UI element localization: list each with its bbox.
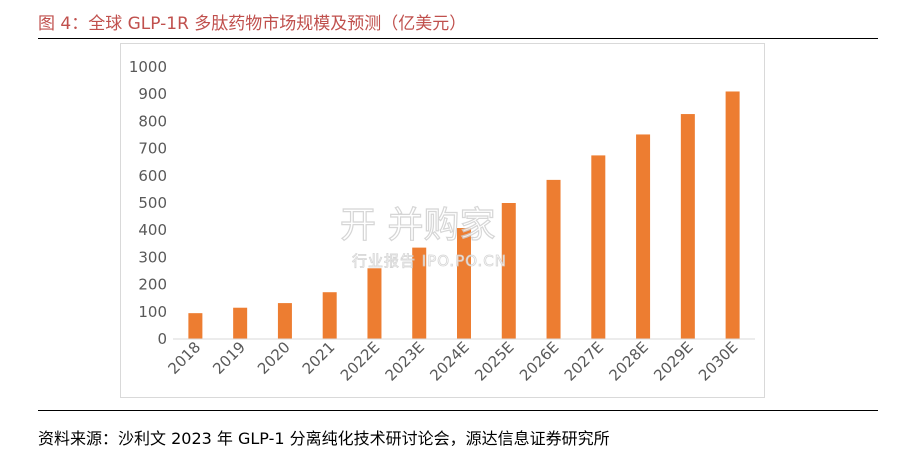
x-tick-label: 2018 <box>164 338 204 378</box>
y-tick-label: 1000 <box>129 58 167 76</box>
bar-2019 <box>233 307 248 339</box>
bar-2023E <box>412 247 427 339</box>
source-note: 资料来源：沙利文 2023 年 GLP-1 分离纯化技术研讨论会，源达信息证券研… <box>38 429 610 448</box>
figure-title: 图 4：全球 GLP-1R 多肽药物市场规模及预测（亿美元） <box>38 14 467 34</box>
x-tick-label: 2019 <box>209 338 249 378</box>
y-tick-label: 800 <box>138 112 167 130</box>
bar-2030E <box>725 91 740 339</box>
bar-2028E <box>636 134 651 339</box>
bar-2024E <box>457 228 471 339</box>
x-tick-label: 2023E <box>382 338 428 384</box>
x-tick-label: 2020 <box>254 338 294 378</box>
bar-2027E <box>591 155 606 339</box>
y-axis-ticks: 0 100 200 300 400 500 600 700 800 900 1000 <box>129 58 167 348</box>
x-tick-label: 2022E <box>337 338 383 384</box>
y-tick-label: 200 <box>138 276 167 294</box>
watermark-main: 开 并购家 <box>340 205 495 246</box>
bar-2026E <box>546 179 561 339</box>
bars <box>188 91 740 339</box>
y-tick-label: 400 <box>138 221 167 239</box>
bar-2018 <box>188 313 203 339</box>
bar-2020 <box>277 303 292 339</box>
bar-2022E <box>367 268 382 339</box>
x-tick-label: 2029E <box>650 338 696 384</box>
x-tick-label: 2021 <box>299 338 339 378</box>
bar-2021 <box>322 292 337 339</box>
y-tick-label: 700 <box>138 140 167 158</box>
y-tick-label: 600 <box>138 167 167 185</box>
x-tick-label: 2028E <box>605 338 651 384</box>
bottom-rule <box>38 410 878 411</box>
y-tick-label: 300 <box>138 248 167 266</box>
x-tick-label: 2024E <box>426 338 472 384</box>
watermark-sub: 行业报告 IPO.PO.CN <box>352 252 507 270</box>
y-tick-label: 100 <box>138 303 167 321</box>
bar-2029E <box>680 114 695 339</box>
y-tick-label: 0 <box>157 330 167 348</box>
x-tick-label: 2025E <box>471 338 517 384</box>
bar-2025E <box>501 203 516 339</box>
top-rule <box>38 38 878 39</box>
x-tick-label: 2027E <box>561 338 607 384</box>
watermark: 开 并购家 行业报告 IPO.PO.CN <box>339 204 507 270</box>
x-tick-label: 2026E <box>516 338 562 384</box>
x-axis-ticks: 2018 2019 2020 20212022E2023E2024E2025E2026… <box>164 338 741 384</box>
y-tick-label: 500 <box>138 194 167 212</box>
x-tick-label: 2030E <box>695 338 741 384</box>
y-tick-label: 900 <box>138 85 167 103</box>
